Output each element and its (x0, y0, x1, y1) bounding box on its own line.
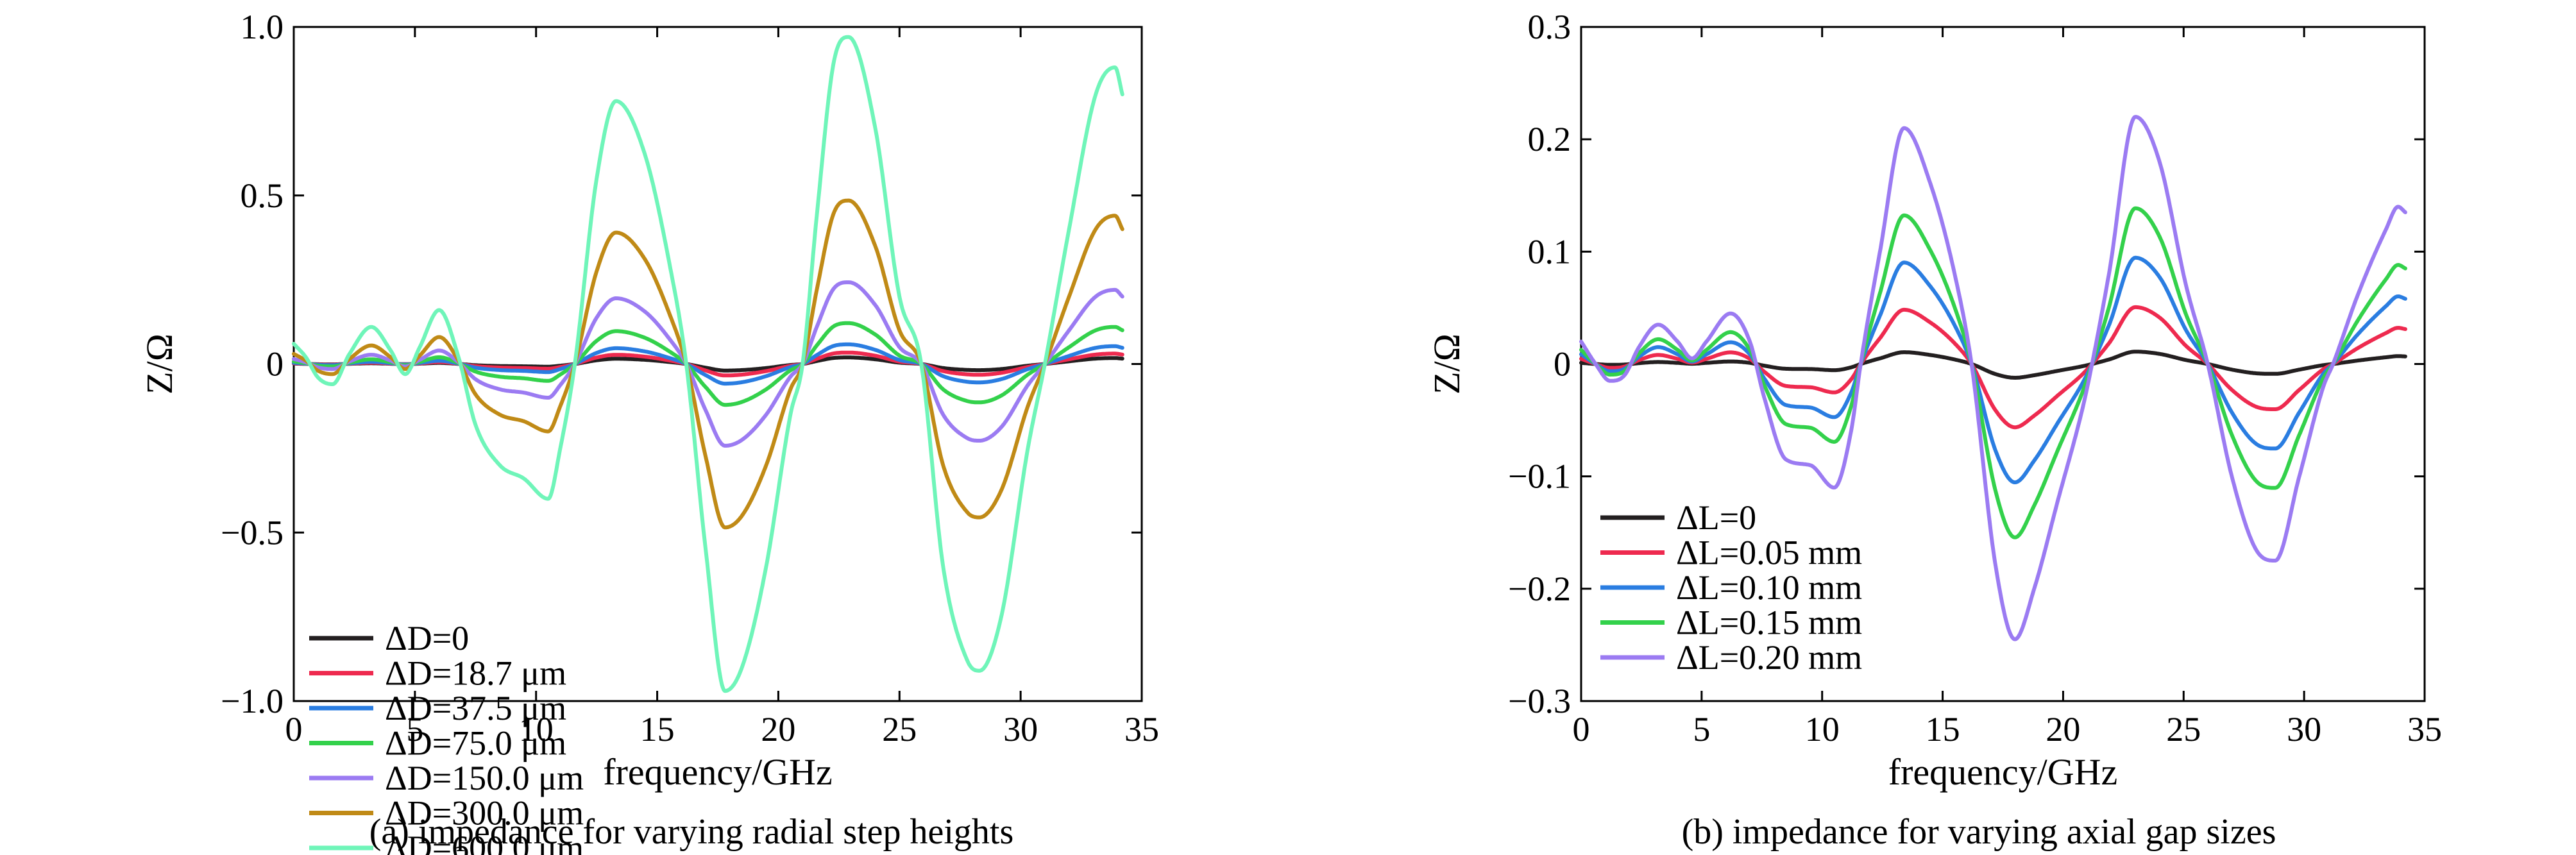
x-tick-label: 25 (882, 710, 917, 749)
legend-label: ΔD=0 (385, 619, 469, 657)
x-tick-label: 20 (761, 710, 795, 749)
legend-label: ΔD=37.5 μm (385, 689, 566, 727)
x-tick-label: 10 (1805, 710, 1840, 749)
legend-label: ΔL=0 (1676, 498, 1756, 537)
x-tick-label: 15 (640, 710, 675, 749)
legend-label: ΔL=0.10 mm (1676, 568, 1862, 607)
series-line-1 (1579, 305, 2407, 430)
x-tick-label: 10 (519, 710, 554, 749)
series-line-3 (292, 321, 1124, 407)
x-tick-label: 35 (1124, 710, 1159, 749)
x-tick-label: 5 (406, 710, 423, 749)
y-tick-label: 0 (266, 345, 284, 384)
legend-label: ΔL=0.15 mm (1676, 604, 1862, 642)
series-line-3 (1579, 206, 2407, 539)
x-tick-label: 15 (1926, 710, 1960, 749)
y-tick-label: 0.5 (241, 176, 284, 215)
legend-label: ΔD=150.0 μm (385, 759, 584, 797)
x-tick-label: 30 (1003, 710, 1038, 749)
legend-label: ΔD=75.0 μm (385, 724, 566, 763)
panel-caption: (a) impedance for varying radial step he… (369, 812, 1014, 852)
series-line-6 (292, 35, 1124, 693)
series-line-2 (292, 342, 1124, 386)
y-tick-label: 1.0 (241, 8, 284, 46)
x-tick-label: 30 (2287, 710, 2321, 749)
panel-b: 0 5 10 15 20 25 30 35 −0.3 −0.2 −0.1 0 0.1 0.2 0.3 freq… (1426, 8, 2442, 852)
x-tick-label: 35 (2407, 710, 2442, 749)
series-line-5 (292, 198, 1124, 530)
legend-label: ΔD=300.0 μm (385, 794, 584, 833)
y-axis-label: Z/Ω (1426, 334, 1468, 394)
series-lines (1579, 115, 2407, 641)
y-tick-label: 0.2 (1528, 120, 1572, 158)
legend-label: ΔL=0.05 mm (1676, 534, 1862, 572)
y-tick-label: 0.3 (1528, 8, 1572, 46)
series-line-4 (292, 280, 1124, 448)
x-tick-label: 0 (1573, 710, 1590, 749)
panel-a: 0 5 10 15 20 25 30 35 −1.0 −0.5 0 0.5 1.0 frequency/G… (139, 8, 1159, 855)
y-tick-label: −1.0 (221, 682, 284, 720)
x-axis-label: frequency/GHz (603, 751, 833, 793)
x-tick-label: 25 (2166, 710, 2201, 749)
y-tick-label: −0.5 (221, 513, 284, 552)
y-axis-label: Z/Ω (139, 334, 180, 394)
x-tick-label: 20 (2046, 710, 2080, 749)
series-line-4 (1579, 115, 2407, 641)
x-tick-label: 5 (1693, 710, 1710, 749)
legend-label: ΔD=18.7 μm (385, 654, 566, 693)
series-line-2 (1579, 255, 2407, 484)
y-tick-label: −0.2 (1508, 570, 1571, 608)
y-tick-label: −0.3 (1508, 682, 1571, 720)
y-tick-label: 0.1 (1528, 232, 1572, 271)
y-tick-label: −0.1 (1508, 457, 1571, 496)
legend-label: ΔD=600.0 μm (385, 829, 584, 855)
legend-label: ΔL=0.20 mm (1676, 638, 1862, 677)
x-axis-label: frequency/GHz (1888, 751, 2118, 793)
x-tick-label: 0 (285, 710, 303, 749)
y-tick-label: 0 (1554, 345, 1571, 384)
panel-caption: (b) impedance for varying axial gap size… (1682, 812, 2276, 852)
series-lines (292, 35, 1124, 693)
series-line-0 (1579, 350, 2407, 380)
